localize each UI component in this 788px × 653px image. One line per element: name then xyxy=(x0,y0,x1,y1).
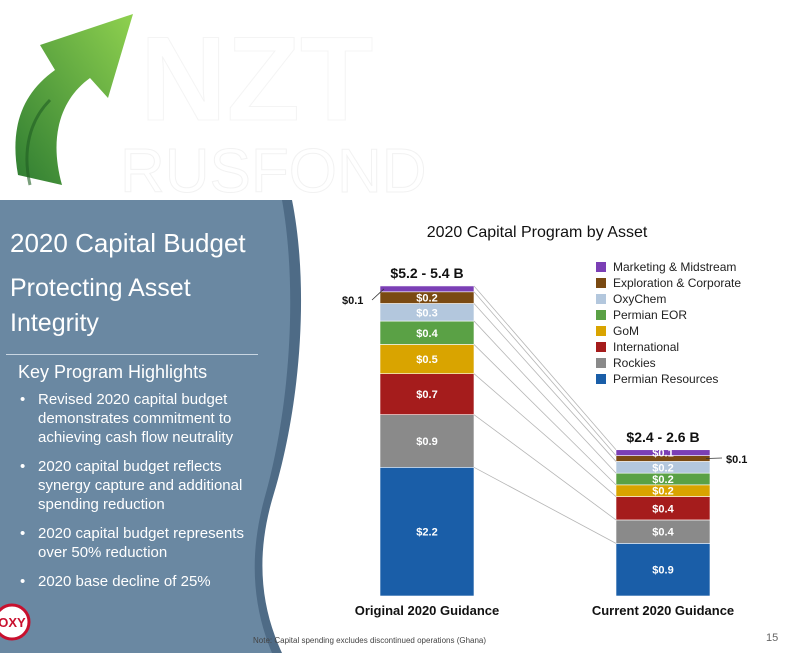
bar-segment xyxy=(379,344,475,374)
data-label: $0.2 xyxy=(652,474,673,486)
bar-segment xyxy=(379,373,475,415)
data-label: $0.7 xyxy=(416,389,437,401)
callout-line xyxy=(371,288,385,301)
oxy-logo-text: OXY xyxy=(0,615,26,630)
legend-swatch xyxy=(596,374,606,384)
divider xyxy=(6,354,258,355)
slide: 2020 Capital Budget Protecting Asset Int… xyxy=(0,200,788,653)
data-label: $0.1 xyxy=(652,448,673,460)
connector-line xyxy=(473,373,617,497)
connector-line xyxy=(473,291,617,456)
left-panel: 2020 Capital Budget Protecting Asset Int… xyxy=(0,200,310,653)
legend-label: GoM xyxy=(613,324,639,338)
highlight-item: Revised 2020 capital budget demonstrates… xyxy=(16,390,266,447)
page-subtitle: Protecting Asset Integrity xyxy=(10,274,191,337)
bar-segment xyxy=(615,449,711,456)
data-label: $0.2 xyxy=(652,462,673,474)
data-label: $0.4 xyxy=(416,328,438,340)
oxy-logo: OXY xyxy=(0,603,31,641)
callout-line xyxy=(705,457,723,459)
legend-swatch xyxy=(596,342,606,352)
connector-line xyxy=(473,414,617,521)
connector-line xyxy=(473,320,617,474)
bar-segment xyxy=(379,285,475,293)
legend-label: Marketing & Midstream xyxy=(613,260,736,274)
callout-label: $0.1 xyxy=(342,295,363,307)
data-label: $0.4 xyxy=(652,503,674,515)
watermark-subtext: RUSFOND xyxy=(120,137,427,200)
total-label: $2.4 - 2.6 B xyxy=(626,429,699,445)
legend-swatch xyxy=(596,294,606,304)
page-number: 15 xyxy=(766,632,779,644)
page-title: 2020 Capital Budget xyxy=(10,228,246,258)
data-label: $0.9 xyxy=(416,436,437,448)
logo-banner: NZT RUSFOND xyxy=(0,0,788,207)
data-label: $0.2 xyxy=(652,486,673,498)
connector-line xyxy=(473,285,617,451)
watermark-logo: NZT RUSFOND xyxy=(15,12,427,207)
category-label: Original 2020 Guidance xyxy=(355,603,500,618)
capital-program-chart: 2020 Capital Program by Asset $2.2 $0.9 $0… xyxy=(342,224,747,618)
highlight-item: 2020 base decline of 25% xyxy=(16,572,266,591)
legend-label: Permian Resources xyxy=(613,372,718,386)
callout-label: $0.1 xyxy=(726,454,747,466)
total-label: $5.2 - 5.4 B xyxy=(390,265,463,281)
legend-label: Rockies xyxy=(613,356,656,370)
connector-line xyxy=(473,303,617,462)
data-label: $0.5 xyxy=(416,354,437,366)
bar-segment xyxy=(379,414,475,468)
chart-title: 2020 Capital Program by Asset xyxy=(427,224,648,241)
data-label: $2.2 xyxy=(416,527,437,539)
bar-segment xyxy=(615,543,711,597)
highlight-item: 2020 capital budget reflects synergy cap… xyxy=(16,457,266,514)
legend-swatch xyxy=(596,278,606,288)
highlights-list: Revised 2020 capital budget demonstrates… xyxy=(16,390,266,601)
legend-label: International xyxy=(613,340,679,354)
footnote: Note: Capital spending excludes disconti… xyxy=(253,636,487,645)
legend-label: OxyChem xyxy=(613,292,666,306)
highlight-item: 2020 capital budget represents over 50% … xyxy=(16,524,266,562)
connector-line xyxy=(473,344,617,486)
category-label: Current 2020 Guidance xyxy=(592,603,734,618)
connector-line xyxy=(473,466,617,544)
data-label: $0.4 xyxy=(652,527,674,539)
data-label: $0.9 xyxy=(652,565,673,577)
legend-label: Exploration & Corporate xyxy=(613,276,741,290)
legend-label: Permian EOR xyxy=(613,308,687,322)
data-label: $0.2 xyxy=(416,293,437,305)
legend-swatch xyxy=(596,326,606,336)
legend-swatch xyxy=(596,358,606,368)
legend-swatch xyxy=(596,310,606,320)
watermark-text: NZT xyxy=(140,12,373,146)
green-arrow-icon xyxy=(15,14,133,185)
data-label: $0.3 xyxy=(416,307,437,319)
legend-swatch xyxy=(596,262,606,272)
highlights-heading: Key Program Highlights xyxy=(18,362,208,382)
